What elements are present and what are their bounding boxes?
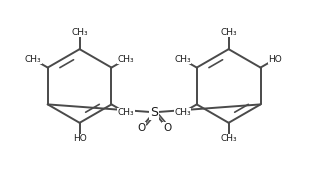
Text: CH₃: CH₃ xyxy=(220,134,237,143)
Text: S: S xyxy=(150,106,158,119)
Text: CH₃: CH₃ xyxy=(174,55,191,64)
Text: CH₃: CH₃ xyxy=(220,28,237,37)
Text: CH₃: CH₃ xyxy=(25,55,42,64)
Text: CH₃: CH₃ xyxy=(71,28,88,37)
Text: O: O xyxy=(163,123,171,133)
Text: CH₃: CH₃ xyxy=(174,108,191,117)
Text: HO: HO xyxy=(73,134,87,143)
Text: HO: HO xyxy=(268,55,282,64)
Text: CH₃: CH₃ xyxy=(118,55,134,64)
Text: O: O xyxy=(137,123,145,133)
Text: CH₃: CH₃ xyxy=(118,108,134,117)
